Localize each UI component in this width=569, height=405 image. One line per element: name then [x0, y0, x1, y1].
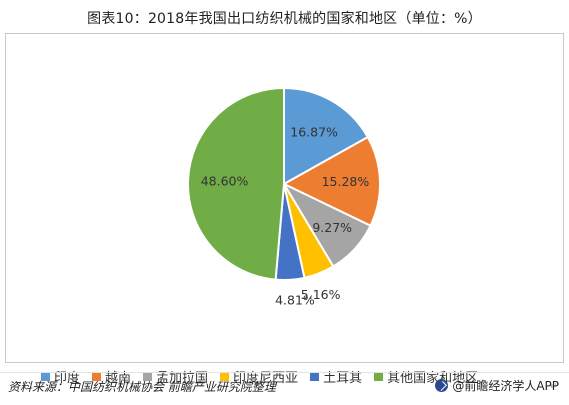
slice-label-5: 4.81%: [275, 293, 315, 308]
legend-item-3: 孟加拉国: [143, 367, 208, 386]
legend-label-4: 印度尼西亚: [233, 370, 299, 386]
slice-label-2: 15.28%: [322, 174, 370, 189]
slice-label-6: 48.60%: [201, 173, 249, 188]
pie-slice-2: [281, 135, 381, 228]
legend-item-4: 印度尼西亚: [220, 367, 298, 386]
legend-label-3: 孟加拉国: [156, 370, 209, 386]
chart-frame: 16.87% 15.28% 9.27% 5.16% 4.81% 48.60% 印度 越南 孟加…: [5, 33, 564, 392]
legend-swatch-1: [41, 371, 50, 381]
legend-swatch-5: [310, 371, 320, 381]
brand-label: @前瞻经济学人APP: [452, 379, 559, 393]
legend-item-5: 土耳其: [310, 367, 362, 386]
legend-item-1: 印度: [41, 367, 80, 386]
source-note: 资料来源：中国纺织机械协会 前瞻产业研究院整理: [8, 380, 276, 394]
pie-chart: 16.87% 15.28% 9.27% 5.16%4.81% 48.60%: [187, 86, 381, 308]
legend-label-6: 其他国家和地区: [387, 370, 479, 386]
brand-credit: @前瞻经济学人APP: [435, 377, 559, 394]
chart-title: 图表10：2018年我国出口纺织机械的国家和地区（单位：%）: [87, 11, 482, 27]
legend-item-2: 越南: [92, 367, 131, 386]
slice-label-4: 5.16%: [301, 287, 341, 302]
legend-swatch-3: [143, 371, 153, 381]
slice-label-3: 9.27%: [312, 220, 352, 235]
legend-label-2: 越南: [105, 370, 132, 386]
chart-legend: 印度 越南 孟加拉国 印度尼西亚 土耳其 其他国家和地区: [41, 364, 561, 388]
legend-item-6: 其他国家和地区: [374, 367, 478, 386]
legend-label-1: 印度: [54, 370, 81, 386]
legend-swatch-6: [374, 371, 384, 381]
slice-label-1: 16.87%: [290, 125, 338, 140]
brand-logo-icon: [435, 379, 449, 392]
legend-swatch-4: [220, 371, 230, 381]
footer: 资料来源：中国纺织机械协会 前瞻产业研究院整理 @前瞻经济学人APP: [0, 372, 569, 396]
pie-slice-6: [187, 86, 285, 281]
paragraph-mark-icon: ↵: [550, 382, 558, 392]
pie-slice-1: [283, 86, 370, 186]
legend-label-5: 土耳其: [323, 370, 363, 386]
legend-swatch-2: [92, 371, 102, 381]
